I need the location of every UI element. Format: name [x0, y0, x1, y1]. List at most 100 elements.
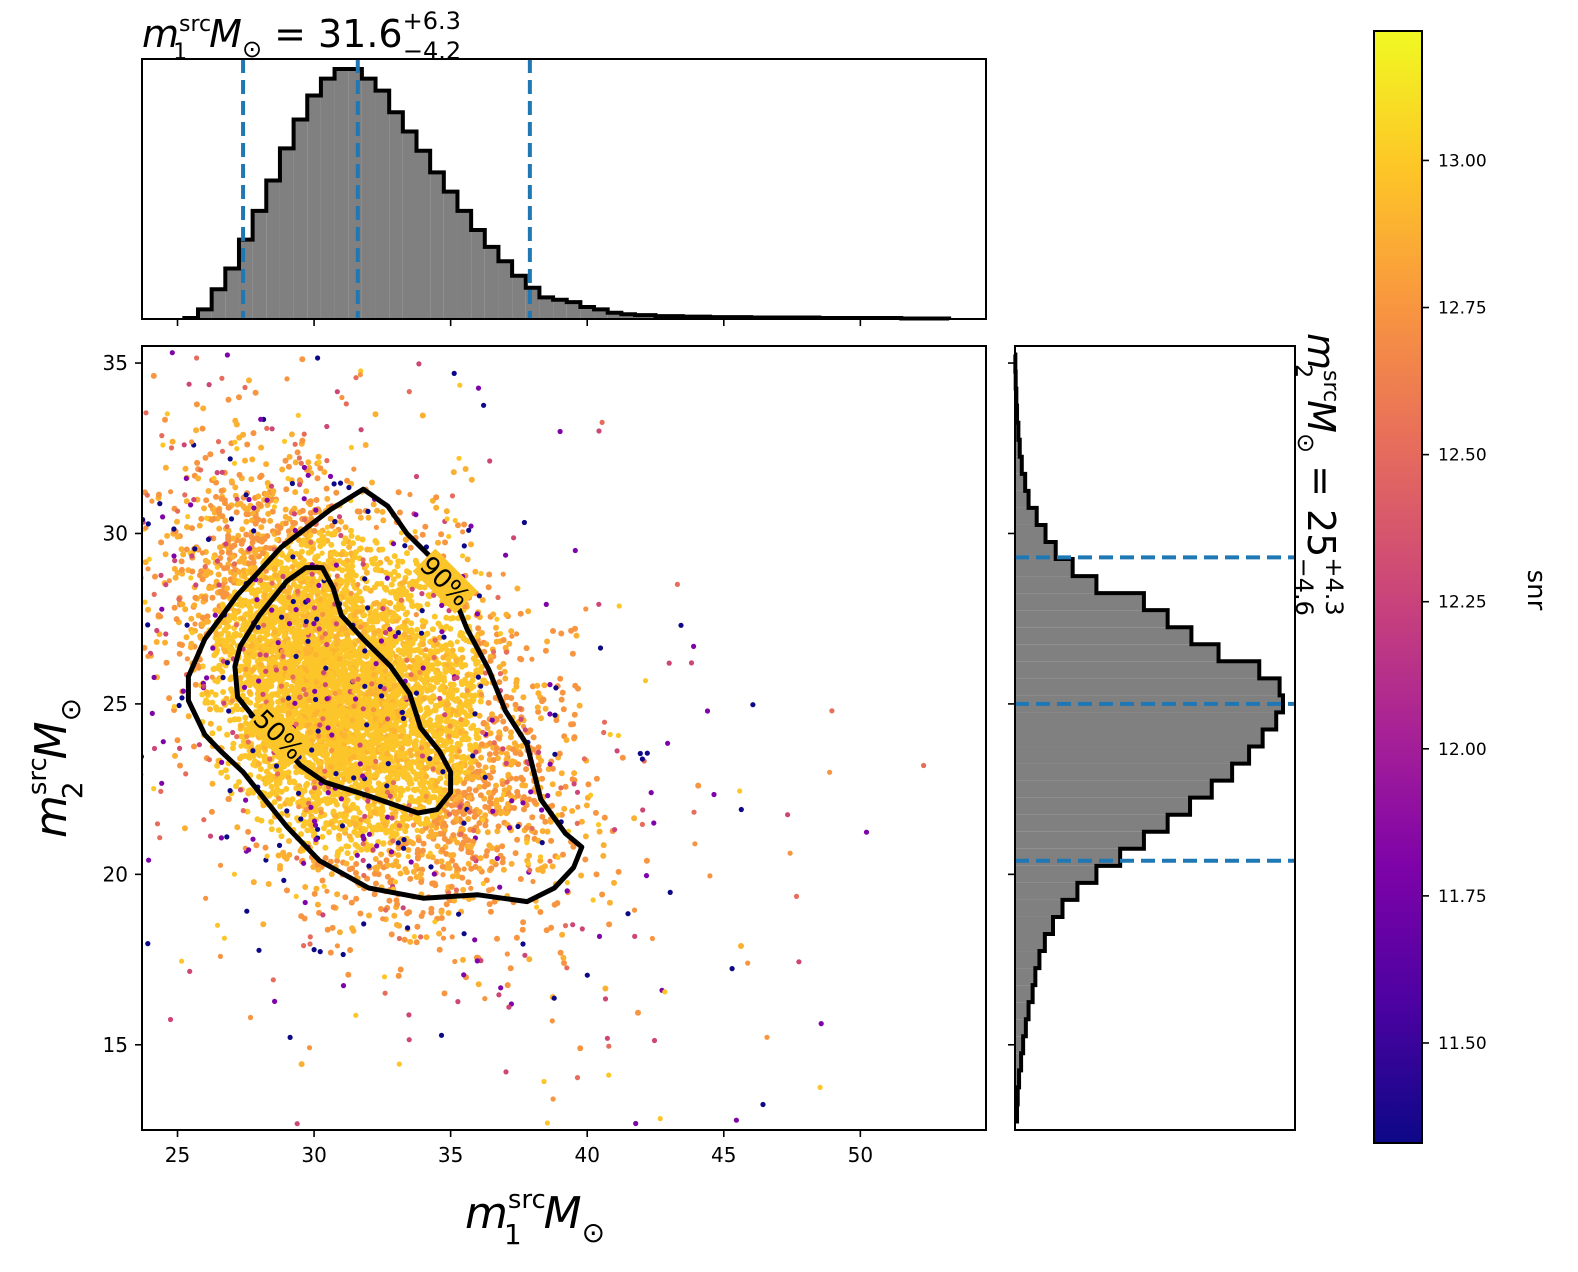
scatter-point [258, 524, 265, 531]
scatter-point [268, 682, 274, 689]
scatter-point [314, 475, 321, 482]
scatter-point [433, 494, 440, 501]
scatter-point [372, 856, 379, 862]
scatter-point [486, 751, 493, 758]
scatter-point [314, 901, 321, 908]
scatter-point [483, 641, 490, 648]
scatter-point [243, 518, 250, 525]
scatter-point [267, 575, 274, 582]
scatter-point [494, 846, 501, 853]
scatter-point [394, 901, 401, 908]
scatter-point [376, 666, 382, 673]
scatter-point [601, 814, 608, 821]
scatter-point [191, 602, 198, 609]
top-histogram-bin [334, 69, 349, 319]
scatter-point [504, 982, 511, 989]
scatter-point [184, 524, 190, 530]
scatter-point [550, 628, 556, 634]
scatter-point [406, 774, 413, 781]
scatter-point [382, 822, 389, 829]
scatter-point [606, 921, 613, 928]
scatter-point [332, 798, 339, 805]
scatter-point [265, 881, 272, 887]
scatter-point [268, 818, 275, 825]
scatter-point [357, 618, 364, 625]
scatter-point [472, 787, 479, 794]
scatter-point [443, 508, 450, 515]
scatter-point [345, 971, 352, 978]
scatter-point [329, 522, 335, 529]
scatter-point [485, 699, 492, 706]
scatter-point [284, 555, 290, 562]
scatter-point [406, 652, 413, 659]
scatter-point [492, 787, 499, 794]
scatter-point [350, 927, 357, 934]
top-histogram-bin [252, 210, 267, 319]
scatter-point [512, 749, 519, 756]
scatter-point [420, 840, 427, 847]
scatter-point [475, 625, 482, 632]
scatter-point [321, 469, 328, 476]
scatter-point [219, 513, 226, 520]
scatter-point [549, 863, 556, 870]
scatter-point [405, 847, 412, 853]
scatter-point [466, 712, 473, 719]
scatter-point [338, 518, 344, 525]
top-histogram-bin [525, 287, 540, 319]
top-histogram-bin [238, 239, 253, 319]
scatter-point [344, 850, 351, 857]
scatter-point [122, 623, 128, 629]
scatter-point [390, 576, 397, 583]
scatter-point [392, 613, 399, 620]
scatter-point [558, 630, 565, 637]
scatter-point [631, 815, 638, 822]
scatter-point [185, 713, 192, 720]
scatter-point [361, 612, 368, 619]
scatter-point [454, 696, 461, 702]
scatter-point [375, 567, 382, 574]
scatter-point [248, 476, 255, 483]
scatter-point [422, 658, 429, 665]
scatter-point [433, 504, 440, 511]
scatter-point [371, 891, 378, 898]
scatter-point [236, 471, 243, 478]
scatter-point [284, 887, 290, 894]
scatter-point [389, 746, 396, 753]
scatter-point [542, 705, 549, 712]
top-histogram-bin [443, 191, 458, 319]
scatter-point [264, 638, 271, 645]
top-histogram-bin [621, 314, 636, 319]
scatter-point [507, 734, 514, 741]
scatter-point [233, 421, 240, 428]
scatter-point [560, 851, 566, 858]
top-histogram-bin [566, 302, 581, 319]
scatter-point [311, 890, 318, 897]
scatter-point [582, 833, 589, 840]
scatter-point [252, 389, 259, 396]
scatter-point [253, 842, 260, 849]
scatter-point [475, 762, 482, 768]
top-histogram-bin [607, 312, 622, 319]
scatter-point [435, 714, 442, 721]
scatter-point [243, 511, 250, 518]
scatter-point [378, 906, 384, 912]
scatter-point [227, 676, 234, 683]
scatter-point [302, 884, 309, 890]
scatter-point [522, 782, 529, 789]
scatter-point [203, 497, 210, 504]
scatter-point [324, 612, 331, 619]
scatter-point [420, 695, 427, 702]
scatter-point [172, 574, 179, 581]
scatter-point [599, 891, 606, 898]
scatter-point [218, 769, 225, 776]
scatter-point [250, 879, 257, 886]
top-histogram-bin [402, 131, 417, 319]
scatter-point [407, 875, 414, 882]
scatter-point [340, 659, 347, 666]
scatter-point [542, 863, 548, 870]
top-quantile-lines [241, 59, 532, 319]
scatter-point [571, 711, 578, 718]
scatter-point [465, 837, 472, 844]
scatter-point [260, 802, 267, 809]
scatter-point [237, 722, 244, 729]
